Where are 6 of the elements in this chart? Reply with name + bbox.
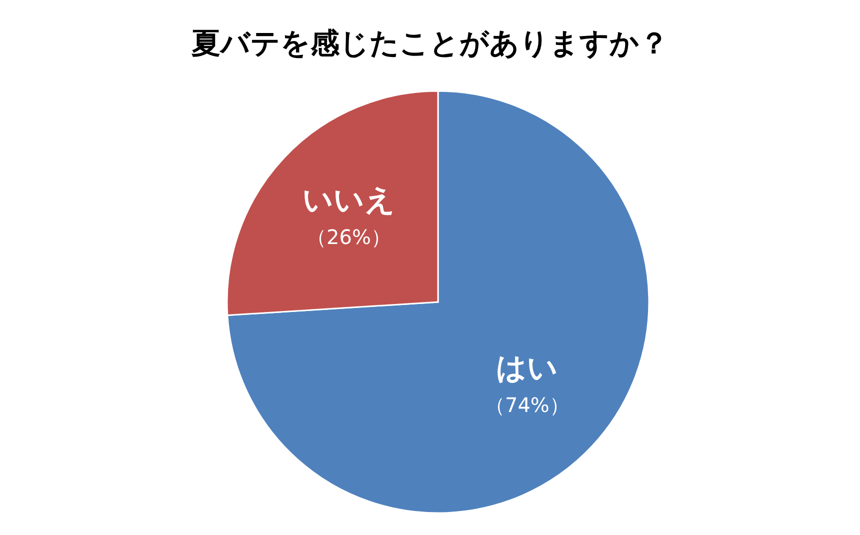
slice-label: いいえ: [302, 183, 396, 218]
slice-label: はい: [496, 350, 558, 386]
pie-slice: [226, 90, 650, 514]
data-label: （26%）: [306, 225, 392, 250]
data-label: （74%）: [484, 392, 570, 417]
chart-title: 夏バテを感じたことがありますか？: [190, 25, 670, 62]
